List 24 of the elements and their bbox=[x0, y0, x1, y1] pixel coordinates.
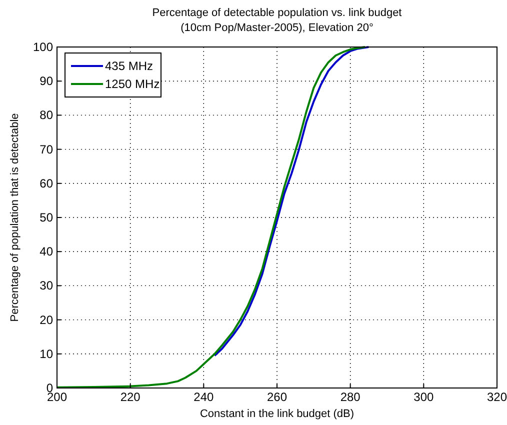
y-tick-label: 100 bbox=[32, 40, 54, 54]
y-tick-label: 80 bbox=[40, 108, 54, 122]
x-tick-label: 280 bbox=[340, 390, 361, 404]
x-axis-title: Constant in the link budget (dB) bbox=[200, 408, 354, 420]
x-tick-label: 260 bbox=[266, 390, 288, 404]
line-series bbox=[56, 46, 366, 388]
y-tick-label: 70 bbox=[40, 142, 54, 156]
x-tick-label: 240 bbox=[194, 390, 214, 404]
y-axis-title: Percentage of population that is detectable bbox=[9, 113, 21, 322]
y-tick-label: 30 bbox=[40, 278, 54, 293]
legend-label: 1250 MHz bbox=[105, 77, 160, 91]
chart-title: Percentage of detectable population vs. link budget bbox=[152, 7, 402, 19]
chart-subtitle: (10cm Pop/Master-2005), Elevation 20° bbox=[180, 22, 374, 34]
y-tick-label: 90 bbox=[40, 74, 54, 88]
x-tick-label: 320 bbox=[486, 390, 507, 404]
line-series bbox=[214, 46, 370, 357]
y-tick-label: 40 bbox=[40, 244, 54, 259]
y-tick-label: 10 bbox=[40, 346, 54, 361]
x-tick-label: 300 bbox=[414, 390, 434, 404]
legend-label: 435 MHz bbox=[105, 59, 154, 73]
y-tick-label: 60 bbox=[40, 176, 54, 190]
y-tick-label: 20 bbox=[40, 312, 54, 327]
y-tick-label: 50 bbox=[40, 210, 54, 224]
x-tick-label: 220 bbox=[120, 390, 141, 404]
